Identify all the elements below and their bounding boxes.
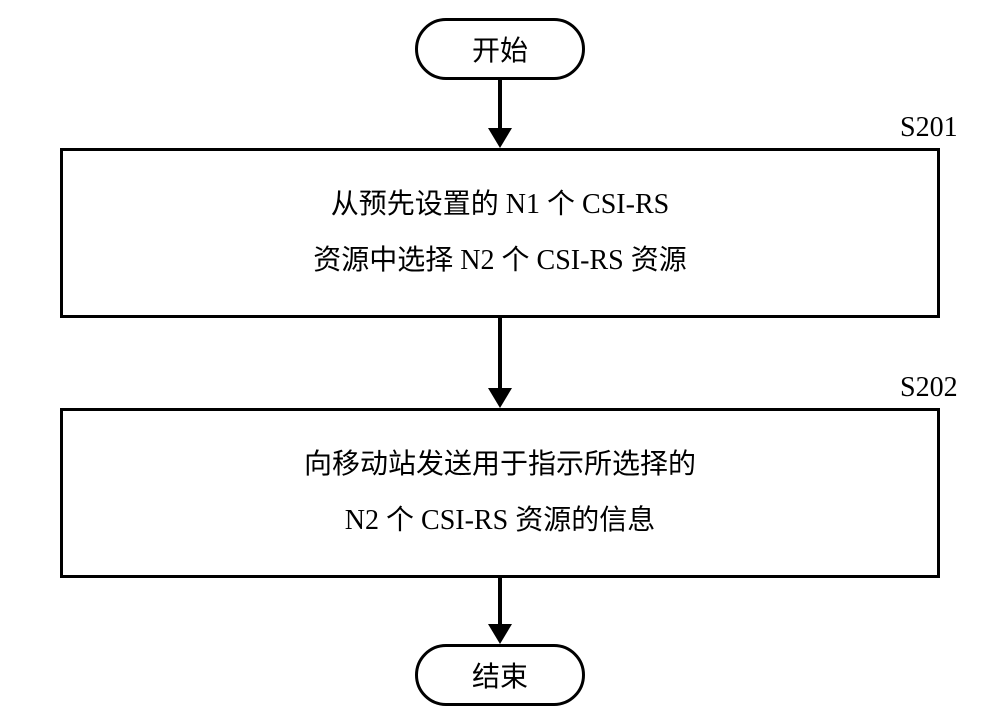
- arrow-2-head: [488, 388, 512, 408]
- step1-line2: 资源中选择 N2 个 CSI-RS 资源: [313, 233, 686, 289]
- arrow-1-head: [488, 128, 512, 148]
- step2-line1: 向移动站发送用于指示所选择的: [304, 437, 696, 493]
- step2-process: 向移动站发送用于指示所选择的 N2 个 CSI-RS 资源的信息: [60, 408, 940, 578]
- arrow-1-line: [498, 80, 502, 128]
- step1-id-label: S201: [900, 112, 958, 144]
- step1-process: 从预先设置的 N1 个 CSI-RS 资源中选择 N2 个 CSI-RS 资源: [60, 148, 940, 318]
- step2-line2: N2 个 CSI-RS 资源的信息: [345, 493, 655, 549]
- arrow-2-line: [498, 318, 502, 388]
- end-node: 结束: [415, 644, 585, 706]
- arrow-3-head: [488, 624, 512, 644]
- end-label: 结束: [472, 655, 528, 695]
- start-label: 开始: [472, 29, 528, 69]
- step2-id-label: S202: [900, 372, 958, 404]
- step1-line1: 从预先设置的 N1 个 CSI-RS: [331, 177, 669, 233]
- start-node: 开始: [415, 18, 585, 80]
- arrow-3-line: [498, 578, 502, 624]
